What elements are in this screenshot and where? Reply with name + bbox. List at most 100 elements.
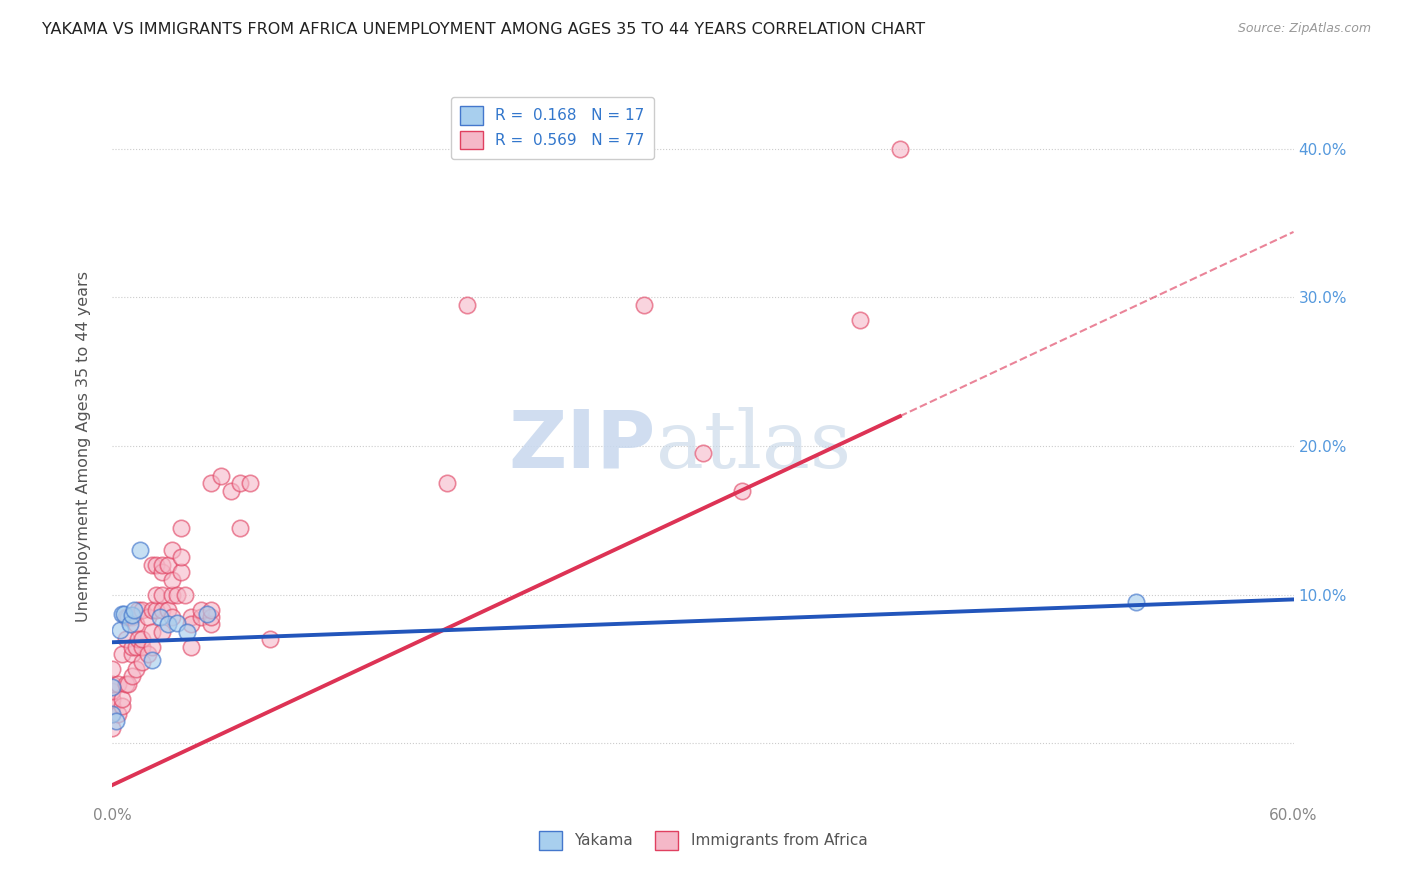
- Point: [180, 610, 202, 624]
- Point: [107, 677, 129, 691]
- Point: [101, 706, 124, 721]
- Point: [121, 608, 143, 623]
- Point: [166, 615, 188, 630]
- Point: [101, 680, 124, 694]
- Point: [731, 483, 754, 498]
- Point: [190, 602, 212, 616]
- Point: [170, 550, 193, 565]
- Point: [259, 632, 281, 647]
- Point: [436, 476, 458, 491]
- Point: [101, 662, 124, 676]
- Point: [131, 632, 153, 647]
- Point: [219, 483, 242, 498]
- Point: [105, 714, 128, 728]
- Point: [101, 677, 124, 691]
- Point: [174, 588, 197, 602]
- Point: [121, 640, 143, 654]
- Point: [101, 722, 124, 736]
- Point: [127, 602, 149, 616]
- Point: [209, 468, 232, 483]
- Point: [131, 655, 153, 669]
- Point: [111, 691, 134, 706]
- Point: [160, 610, 183, 624]
- Point: [145, 588, 167, 602]
- Point: [200, 617, 222, 632]
- Point: [115, 632, 138, 647]
- Point: [136, 610, 159, 624]
- Text: Source: ZipAtlas.com: Source: ZipAtlas.com: [1237, 22, 1371, 36]
- Point: [195, 607, 218, 621]
- Point: [166, 588, 188, 602]
- Point: [150, 566, 173, 580]
- Point: [141, 602, 163, 616]
- Point: [633, 298, 655, 312]
- Point: [692, 446, 714, 460]
- Point: [141, 558, 163, 572]
- Point: [120, 617, 142, 632]
- Text: ZIP: ZIP: [509, 407, 655, 485]
- Point: [180, 617, 202, 632]
- Point: [112, 607, 135, 621]
- Point: [200, 602, 222, 616]
- Point: [156, 602, 179, 616]
- Point: [141, 653, 163, 667]
- Y-axis label: Unemployment Among Ages 35 to 44 years: Unemployment Among Ages 35 to 44 years: [76, 270, 91, 622]
- Point: [229, 521, 252, 535]
- Point: [117, 610, 139, 624]
- Point: [239, 476, 262, 491]
- Point: [149, 610, 172, 624]
- Point: [176, 624, 198, 639]
- Point: [115, 677, 138, 691]
- Point: [117, 677, 139, 691]
- Point: [150, 624, 173, 639]
- Point: [107, 706, 129, 721]
- Text: atlas: atlas: [655, 407, 851, 485]
- Point: [150, 588, 173, 602]
- Point: [129, 543, 152, 558]
- Point: [110, 624, 132, 638]
- Point: [170, 566, 193, 580]
- Point: [160, 573, 183, 587]
- Point: [125, 662, 148, 676]
- Point: [156, 617, 179, 632]
- Point: [131, 602, 153, 616]
- Point: [122, 602, 145, 616]
- Point: [101, 699, 124, 714]
- Point: [190, 610, 212, 624]
- Point: [115, 610, 138, 624]
- Text: YAKAMA VS IMMIGRANTS FROM AFRICA UNEMPLOYMENT AMONG AGES 35 TO 44 YEARS CORRELAT: YAKAMA VS IMMIGRANTS FROM AFRICA UNEMPLO…: [42, 22, 925, 37]
- Point: [145, 602, 167, 616]
- Point: [111, 699, 134, 714]
- Point: [125, 640, 148, 654]
- Point: [160, 543, 183, 558]
- Point: [170, 521, 193, 535]
- Point: [889, 142, 911, 156]
- Point: [101, 684, 124, 698]
- Point: [127, 632, 149, 647]
- Point: [141, 624, 163, 639]
- Point: [156, 558, 179, 572]
- Point: [849, 312, 872, 326]
- Point: [101, 691, 124, 706]
- Point: [121, 669, 143, 683]
- Point: [150, 602, 173, 616]
- Point: [121, 647, 143, 661]
- Point: [145, 558, 167, 572]
- Point: [141, 640, 163, 654]
- Point: [131, 640, 153, 654]
- Point: [180, 640, 202, 654]
- Point: [111, 607, 134, 621]
- Point: [1125, 595, 1147, 609]
- Point: [111, 647, 134, 661]
- Legend: Yakama, Immigrants from Africa: Yakama, Immigrants from Africa: [533, 825, 873, 855]
- Point: [121, 610, 143, 624]
- Point: [456, 298, 478, 312]
- Point: [150, 558, 173, 572]
- Point: [160, 588, 183, 602]
- Point: [136, 647, 159, 661]
- Point: [101, 706, 124, 721]
- Point: [125, 617, 148, 632]
- Point: [229, 476, 252, 491]
- Point: [200, 476, 222, 491]
- Point: [200, 610, 222, 624]
